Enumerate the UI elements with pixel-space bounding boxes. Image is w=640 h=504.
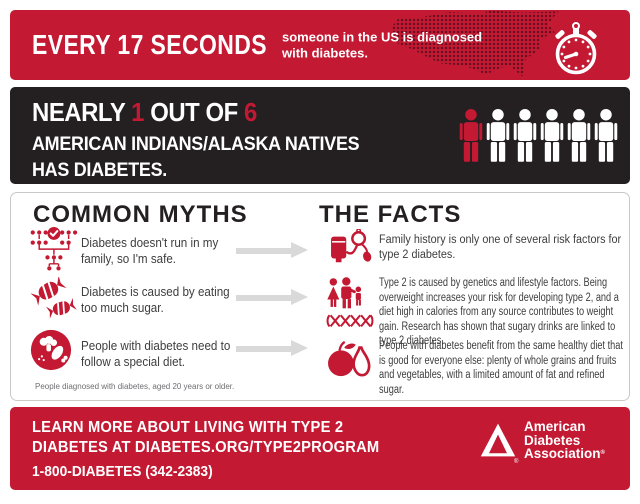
person-icon [594,108,618,163]
family-dna-icon [326,277,374,328]
stat-out-of: OUT OF [150,97,238,127]
ada-logo-text: American Diabetes Association® [524,420,605,461]
facts-title: THE FACTS [319,201,462,228]
stopwatch-icon [555,22,597,75]
stat-text: NEARLY 1 OUT OF 6 AMERICAN INDIANS/ALASK… [32,97,388,184]
footer-line-2: DIABETES AT DIABETES.ORG/TYPE2PROGRAM [32,439,380,456]
stat-number-six: 6 [244,97,257,127]
person-icon [540,108,564,163]
people-pictogram [459,108,618,163]
fact-text: Type 2 is caused by genetics and lifesty… [379,277,619,347]
myths-facts-panel: COMMON MYTHS THE FACTS Diabetes doesn't … [10,192,630,401]
registered-mark: ® [600,450,605,456]
footer-line-1: LEARN MORE ABOUT LIVING WITH TYPE 2 [32,419,344,436]
stat-banner: NEARLY 1 OUT OF 6 AMERICAN INDIANS/ALASK… [10,87,630,184]
myths-title: COMMON MYTHS [33,201,248,228]
stat-nearly: NEARLY [32,97,125,127]
special-diet-icon [30,329,72,371]
stat-line-1: NEARLY 1 OUT OF 6 [32,97,388,132]
myth-text: Diabetes doesn't run in my family, so I'… [81,236,219,266]
candy-icon [30,277,77,319]
ada-word: American [524,419,586,434]
ada-word: Diabetes [524,432,581,448]
footer-phone: 1-800-DIABETES (342-2383) [32,464,213,480]
fact-text: People with diabetes benefit from the sa… [379,340,623,396]
arrow-right-icon [236,242,308,259]
stat-line-2: AMERICAN INDIANS/ALASKA NATIVES [32,133,360,155]
person-icon [567,108,591,163]
fruits-icon [328,340,371,377]
stat-number-one: 1 [131,97,145,127]
ada-logo: American Diabetes Association® [480,419,605,461]
person-icon [513,108,537,163]
ada-triangle-icon [480,423,516,457]
arrow-right-icon [236,289,308,306]
ada-word: Association® [524,446,605,461]
stat-line-3: HAS DIABETES. [32,159,167,181]
family-tree-icon [30,227,78,271]
myth-text: People with diabetes need to follow a sp… [81,339,231,369]
person-icon-highlighted [459,108,483,163]
footer-cta: LEARN MORE ABOUT LIVING WITH TYPE 2 DIAB… [32,418,398,458]
registered-mark: ® [514,459,519,465]
footnote: People diagnosed with diabetes, aged 20 … [35,382,235,391]
headline: EVERY 17 SECONDS [32,29,319,61]
myth-text: Diabetes is caused by eating too much su… [81,285,230,315]
footer-banner: LEARN MORE ABOUT LIVING WITH TYPE 2 DIAB… [10,407,630,490]
person-icon [486,108,510,163]
headline-text: EVERY 17 SECONDS [32,29,267,60]
fact-text: Family history is only one of several ri… [379,234,622,261]
arrow-right-icon [236,340,308,357]
top-banner: EVERY 17 SECONDS someone in the US is di… [10,10,630,80]
headline-subtext: someone in the US is diagnosed with diab… [282,29,483,61]
blood-pressure-icon [331,229,372,263]
